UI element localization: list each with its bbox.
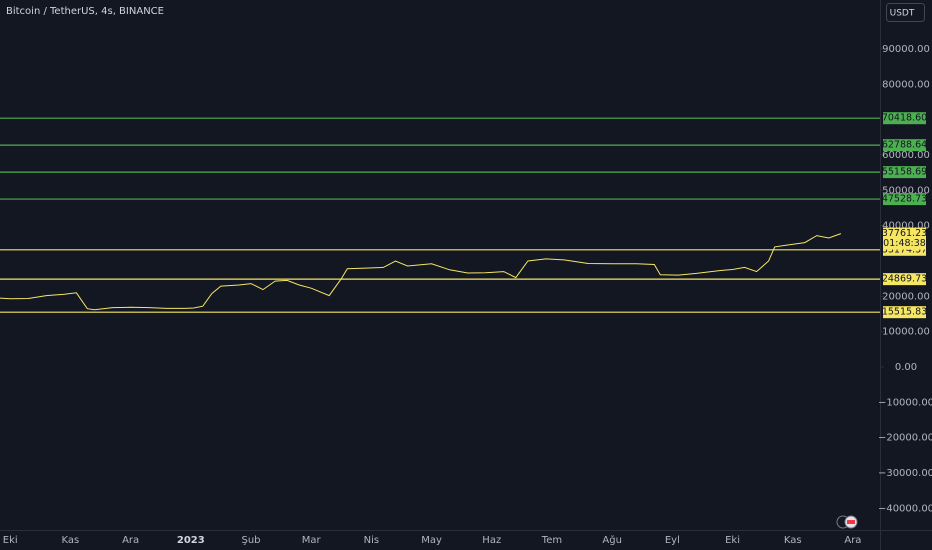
currency-button[interactable]	[886, 3, 925, 22]
x-tick-label: May	[421, 535, 442, 546]
level-label-box	[883, 139, 926, 152]
level-label-box	[883, 112, 926, 125]
y-tick-label: −30000.00	[878, 468, 932, 479]
y-tick-label: 10000.00	[882, 327, 930, 338]
y-tick-label: 40000.00	[882, 221, 930, 232]
level-label-box	[883, 273, 926, 286]
chart-title: Bitcoin / TetherUS, 4s, BINANCE	[6, 6, 164, 17]
y-tick-label: 80000.00	[882, 79, 930, 90]
x-tick-label: Eki	[725, 535, 740, 546]
x-tick-label: Ağu	[602, 534, 622, 546]
y-tick-label: 50000.00	[882, 185, 930, 196]
countdown-label: 01:48:38	[883, 238, 926, 249]
y-tick-label: −40000.00	[878, 503, 932, 514]
x-tick-label: Eki	[3, 535, 18, 546]
level-label: 70418.60	[882, 113, 927, 124]
last-price-label: 37761.23	[882, 228, 927, 239]
level-label: 47528.73	[882, 194, 927, 205]
x-tick-label: Şub	[241, 535, 260, 546]
x-tick-label: Ara	[122, 535, 139, 546]
level-label-box	[883, 166, 926, 179]
level-label: 15515.83	[882, 307, 927, 318]
x-tick-label: Nis	[364, 535, 379, 546]
x-tick-label: Haz	[482, 535, 501, 546]
y-tick-label: 0.00	[895, 362, 917, 373]
y-tick-label: 90000.00	[882, 44, 930, 55]
y-tick-label: −10000.00	[878, 397, 932, 408]
level-label: 33174.37	[882, 244, 927, 255]
x-tick-label: Ara	[844, 535, 861, 546]
y-tick-label: 20000.00	[882, 291, 930, 302]
settings-icon[interactable]	[836, 515, 858, 529]
icon-flag[interactable]	[847, 520, 855, 524]
level-label-box	[883, 193, 926, 206]
last-price-box	[883, 227, 926, 250]
x-tick-label: Tem	[541, 535, 562, 546]
y-tick-label: −20000.00	[878, 433, 932, 444]
level-label-box	[883, 306, 926, 319]
level-label: 62788.64	[882, 140, 927, 151]
level-label: 55158.69	[882, 167, 927, 178]
currency-label[interactable]: USDT	[890, 9, 915, 19]
x-tick-label: 2023	[177, 535, 205, 546]
x-tick-label: Mar	[302, 535, 322, 546]
price-line	[0, 233, 842, 311]
y-tick-label: 60000.00	[882, 150, 930, 161]
x-tick-label: Eyl	[665, 535, 680, 546]
x-tick-label: Kas	[784, 535, 802, 546]
x-tick-label: Kas	[62, 535, 80, 546]
level-label: 24869.73	[882, 274, 927, 285]
